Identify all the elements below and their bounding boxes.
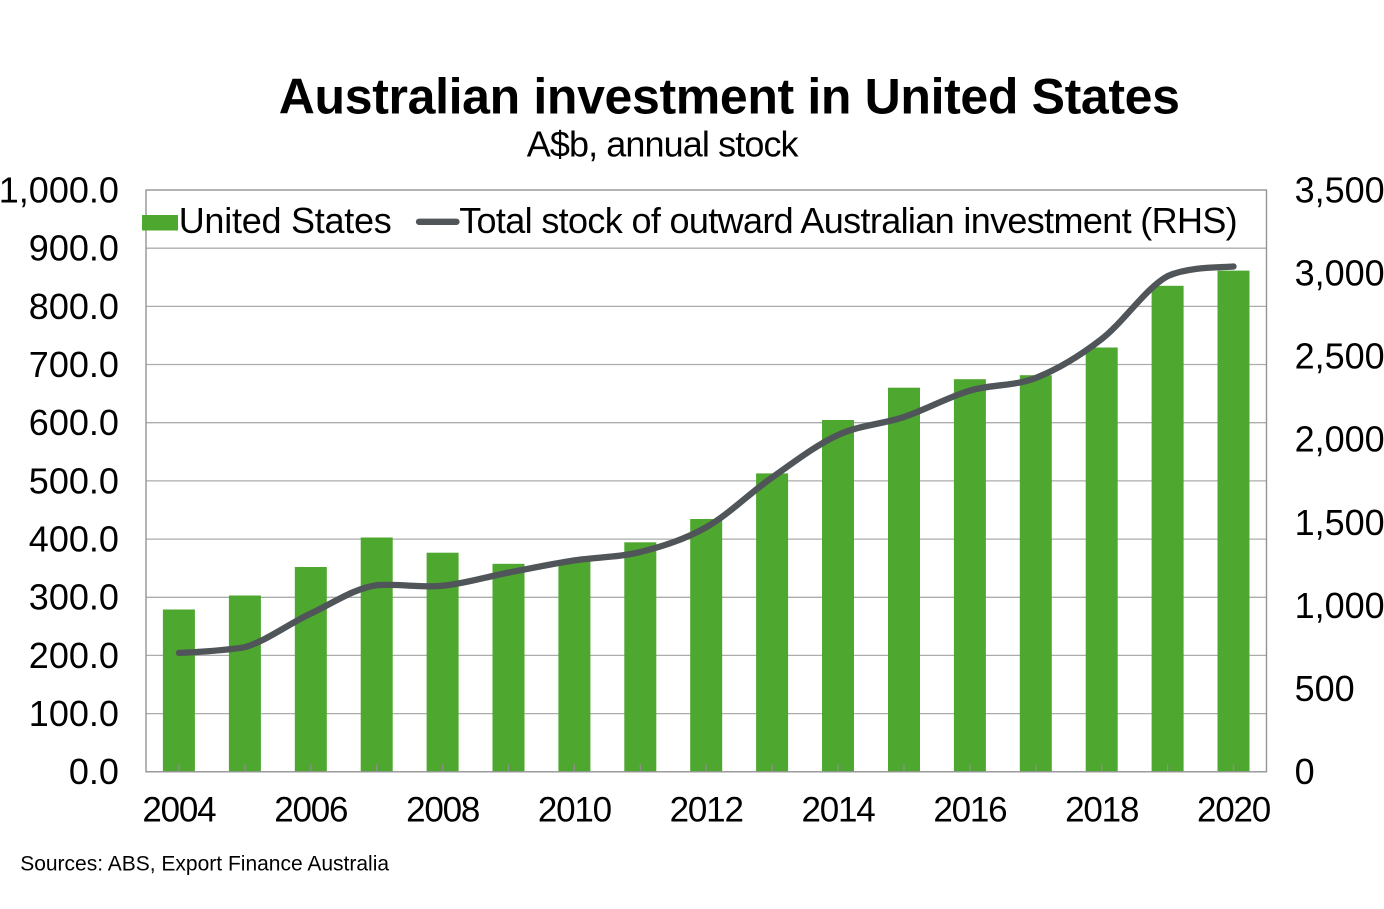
- svg-text:100.0: 100.0: [29, 693, 119, 734]
- svg-text:Sources: ABS, Export Finance A: Sources: ABS, Export Finance Australia: [20, 853, 389, 876]
- svg-text:2014: 2014: [801, 790, 875, 829]
- svg-text:700.0: 700.0: [29, 344, 119, 385]
- svg-text:United States: United States: [179, 200, 392, 241]
- svg-text:2016: 2016: [933, 790, 1006, 829]
- svg-text:3,000: 3,000: [1295, 253, 1384, 294]
- svg-text:900.0: 900.0: [29, 228, 119, 269]
- svg-text:300.0: 300.0: [29, 577, 119, 618]
- svg-text:2020: 2020: [1197, 790, 1271, 829]
- svg-text:2018: 2018: [1065, 790, 1138, 829]
- svg-text:2,000: 2,000: [1295, 419, 1384, 460]
- svg-text:500.0: 500.0: [29, 460, 119, 501]
- svg-text:500: 500: [1295, 668, 1355, 709]
- svg-text:1,000.0: 1,000.0: [0, 169, 119, 210]
- svg-text:200.0: 200.0: [29, 635, 119, 676]
- svg-text:Total stock of outward Austral: Total stock of outward Australian invest…: [459, 200, 1237, 241]
- svg-text:2010: 2010: [538, 790, 612, 829]
- svg-text:A$b, annual stock: A$b, annual stock: [527, 124, 800, 165]
- svg-text:Australian investment in Unite: Australian investment in United States: [279, 69, 1180, 125]
- svg-text:2012: 2012: [670, 790, 743, 829]
- svg-text:0: 0: [1295, 751, 1315, 792]
- svg-text:1,000: 1,000: [1295, 585, 1384, 626]
- svg-text:2004: 2004: [142, 790, 216, 829]
- svg-text:2008: 2008: [406, 790, 479, 829]
- svg-text:3,500: 3,500: [1295, 169, 1384, 210]
- svg-text:1,500: 1,500: [1295, 502, 1384, 543]
- svg-text:0.0: 0.0: [69, 751, 119, 792]
- svg-text:400.0: 400.0: [29, 519, 119, 560]
- svg-text:600.0: 600.0: [29, 402, 119, 443]
- svg-text:2006: 2006: [274, 790, 347, 829]
- svg-text:2,500: 2,500: [1295, 336, 1384, 377]
- svg-text:800.0: 800.0: [29, 286, 119, 327]
